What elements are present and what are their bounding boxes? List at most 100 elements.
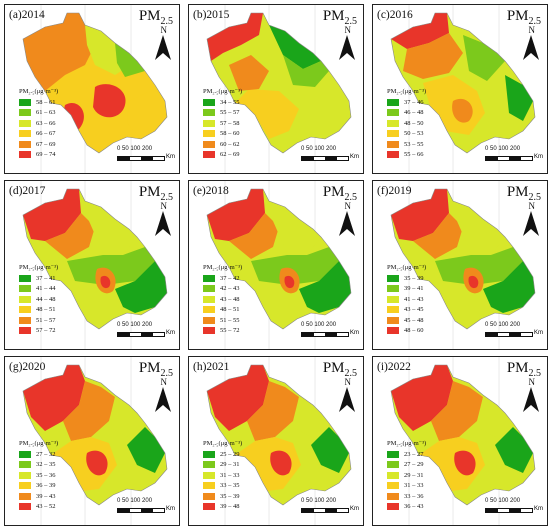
legend-swatch <box>19 151 31 159</box>
legend-item: 43 – 45 <box>387 305 426 316</box>
legend-swatch <box>203 98 215 106</box>
scale-segment <box>336 509 348 512</box>
legend-swatch <box>387 450 399 458</box>
legend-range: 35 – 36 <box>36 471 56 479</box>
legend-swatch <box>387 327 399 335</box>
legend-swatch <box>387 295 399 303</box>
scale-segment <box>302 157 314 160</box>
pm-zone <box>115 261 167 313</box>
legend-swatch <box>19 450 31 458</box>
pm-zone <box>23 189 81 241</box>
map-graphic <box>206 357 355 525</box>
legend-item: 39 – 48 <box>203 502 242 513</box>
legend-item: 51 – 57 <box>19 315 58 326</box>
map-panel-i2022: (i)2022 PM2.5 N PM₂.₅(μg·m⁻³) 23 – 27 27 – 29… <box>372 356 548 526</box>
legend-item: 48 – 50 <box>387 118 426 129</box>
pm-zone <box>89 221 137 255</box>
region-outline <box>390 364 536 506</box>
pm-zone <box>463 35 505 81</box>
pm-zone <box>86 450 108 476</box>
legend-range: 29 – 31 <box>404 471 424 479</box>
legend-range: 66 – 67 <box>36 130 56 138</box>
legend-range: 34 – 55 <box>220 98 240 106</box>
legend-swatch <box>19 295 31 303</box>
legend-item: 33 – 35 <box>203 481 242 492</box>
legend-item: 41 – 44 <box>19 284 58 295</box>
legend-swatch <box>387 482 399 490</box>
legend-item: 58 – 60 <box>203 129 242 140</box>
pm25-label: PM2.5 <box>506 8 541 27</box>
legend-swatch <box>19 274 31 282</box>
north-arrow-icon <box>155 35 171 60</box>
north-arrow-icon <box>155 211 171 236</box>
legend-title: PM₂.₅(μg·m⁻³) <box>387 264 427 271</box>
pm-zone <box>273 221 321 255</box>
legend-range: 41 – 44 <box>36 285 56 293</box>
legend-swatch <box>203 295 215 303</box>
legend-item: 39 – 43 <box>19 491 58 502</box>
legend-swatch <box>387 151 399 159</box>
map-panel-h2021: (h)2021 PM2.5 N PM₂.₅(μg·m⁻³) 25 – 29 29 – 31… <box>188 356 364 526</box>
north-label: N <box>344 201 352 211</box>
legend-swatch <box>203 151 215 159</box>
scale-segment <box>509 509 521 512</box>
legend-range: 58 – 60 <box>220 130 240 138</box>
legend-range: 37 – 42 <box>220 274 240 282</box>
scale-segment <box>118 333 130 336</box>
legend-range: 41 – 43 <box>404 295 424 303</box>
pm25-label: PM2.5 <box>138 8 173 27</box>
pm-zone <box>127 427 165 473</box>
scale-segment <box>325 509 337 512</box>
legend-item: 58 – 61 <box>19 97 58 108</box>
north-arrow-icon <box>339 211 355 236</box>
scale-ticks: 0 50 100 200 <box>117 322 153 328</box>
region-outline <box>206 364 352 506</box>
legend-item: 35 – 39 <box>203 491 242 502</box>
legend-title: PM₂.₅(μg·m⁻³) <box>203 264 243 271</box>
legend-range: 48 – 60 <box>404 327 424 335</box>
pm-zone <box>495 427 533 473</box>
legend-swatch <box>19 461 31 469</box>
legend-item: 55 – 66 <box>387 150 426 161</box>
legend-item: 66 – 67 <box>19 129 58 140</box>
scale-ticks: 0 50 100 200 <box>485 498 521 504</box>
pm-zone <box>247 381 299 441</box>
legend-range: 44 – 48 <box>36 295 56 303</box>
scale-segment <box>118 157 130 160</box>
legend-range: 57 – 72 <box>36 327 56 335</box>
scale-segment <box>325 157 337 160</box>
legend-swatch <box>203 450 215 458</box>
panel-title: (a)2014 <box>9 9 45 21</box>
scale-bar <box>301 156 349 161</box>
pm-zone <box>115 43 145 77</box>
north-arrow-icon <box>339 35 355 60</box>
legend-range: 45 – 48 <box>404 316 424 324</box>
region-outline <box>22 12 168 154</box>
legend-item: 43 – 52 <box>19 502 58 513</box>
legend-range: 36 – 39 <box>36 482 56 490</box>
pm-zone <box>419 437 485 491</box>
pm-zone <box>284 275 295 289</box>
legend-range: 57 – 58 <box>220 119 240 127</box>
scale-ticks: 0 50 100 200 <box>117 146 153 152</box>
pm25-label: PM2.5 <box>506 360 541 379</box>
region-outline <box>390 188 536 330</box>
scale-segment <box>313 509 325 512</box>
legend-range: 33 – 35 <box>220 482 240 490</box>
north-label: N <box>344 377 352 387</box>
scale-unit: Km <box>534 330 543 336</box>
map-graphic <box>22 357 171 525</box>
pm-zone <box>391 189 449 241</box>
legend-range: 39 – 43 <box>36 492 56 500</box>
legend-swatch <box>203 285 215 293</box>
scale-segment <box>497 333 509 336</box>
legend-item: 62 – 69 <box>203 150 242 161</box>
legend-swatch <box>19 306 31 314</box>
legend-swatch <box>387 306 399 314</box>
legend-range: 37 – 46 <box>404 98 424 106</box>
legend-item: 34 – 55 <box>203 97 242 108</box>
scale-unit: Km <box>350 154 359 160</box>
legend-range: 36 – 43 <box>404 503 424 511</box>
legend-range: 55 – 72 <box>220 327 240 335</box>
legend-item: 27 – 29 <box>387 460 426 471</box>
